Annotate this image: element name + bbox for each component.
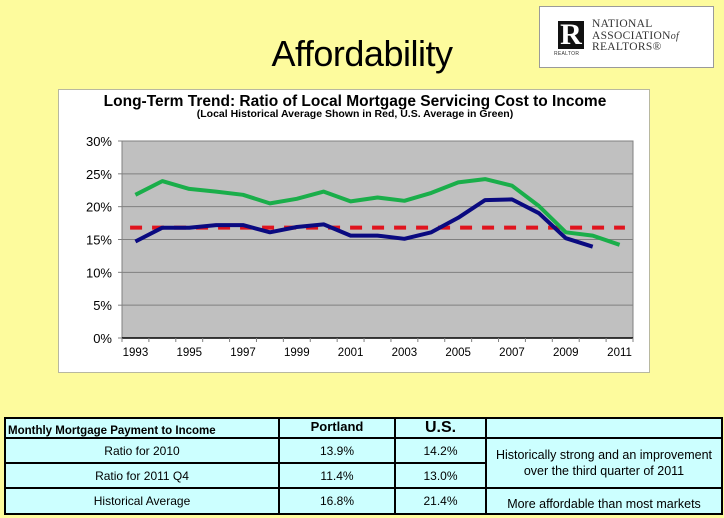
affordability-table: Monthly Mortgage Payment to Income Portl… — [4, 417, 723, 515]
y-tick-label: 25% — [86, 167, 112, 182]
y-tick-label: 20% — [86, 200, 112, 215]
y-tick-label: 30% — [86, 134, 112, 149]
row-label: Ratio for 2011 Q4 — [4, 462, 280, 489]
nar-logo: R REALTOR NATIONAL ASSOCIATIONof REALTOR… — [539, 6, 714, 68]
gridlines — [122, 140, 633, 306]
slide-title: Affordability — [271, 33, 453, 74]
series — [130, 177, 625, 249]
x-tick-label: 2009 — [553, 347, 579, 359]
x-tick-label: 1997 — [230, 347, 256, 359]
row-portland-value: 16.8% — [278, 487, 396, 515]
chart-title: Long-Term Trend: Ratio of Local Mortgage… — [103, 93, 607, 110]
header-portland: Portland — [278, 417, 396, 439]
table-row: Ratio for 2011 Q4 11.4% 13.0% — [4, 462, 722, 489]
series-line-us-average — [134, 177, 621, 247]
logo-line-2-suffix: of — [670, 30, 680, 42]
row-label: Ratio for 2010 — [4, 437, 280, 464]
table-row: Historical Average 16.8% 21.4% More affo… — [4, 487, 723, 515]
row-us-value: 13.0% — [394, 462, 487, 489]
x-tick-label: 2001 — [338, 347, 364, 359]
y-tick-label: 0% — [93, 331, 112, 346]
header-notes — [485, 417, 723, 439]
line-chart: 0% 5% 10% 15% 20% 25% 30% 1993 1995 1997 1999 2001 2… — [86, 134, 634, 359]
y-tick-label: 10% — [86, 265, 112, 280]
row-label: Historical Average — [4, 487, 280, 515]
row-us-value: 21.4% — [394, 487, 487, 515]
row-note: Historically strong and an improvement o… — [485, 437, 723, 489]
realtor-r-icon: R — [558, 18, 584, 51]
row-portland-value: 13.9% — [278, 437, 396, 464]
x-tick-label: 2007 — [499, 347, 525, 359]
logo-line-1: NATIONAL — [592, 18, 653, 30]
logo-text: NATIONAL ASSOCIATIONof REALTORS® — [592, 18, 680, 54]
x-tick-label: 1995 — [176, 347, 202, 359]
table-row: Ratio for 2010 13.9% 14.2% Historically … — [4, 437, 723, 489]
x-tick-label: 1999 — [284, 347, 310, 359]
chart-subtitle: (Local Historical Average Shown in Red, … — [196, 108, 514, 120]
y-tick-label: 15% — [86, 233, 112, 248]
realtor-r-glyph: R — [560, 18, 582, 51]
realtor-mark-label: REALTOR — [554, 51, 580, 57]
header-metric: Monthly Mortgage Payment to Income — [4, 417, 280, 439]
logo-line-2-main: ASSOCIATION — [592, 29, 671, 42]
series-line-portland — [134, 197, 594, 249]
logo-line-2: ASSOCIATIONof — [592, 29, 680, 43]
header-us: U.S. — [394, 417, 487, 439]
x-tick-label: 2011 — [607, 347, 632, 359]
table-header-row: Monthly Mortgage Payment to Income Portl… — [4, 417, 723, 439]
chart-container: Long-Term Trend: Ratio of Local Mortgage… — [58, 89, 650, 373]
row-us-value: 14.2% — [394, 437, 487, 464]
x-tick-label: 2005 — [445, 347, 471, 359]
x-tick-label: 1993 — [123, 347, 149, 359]
logo-line-3: REALTORS® — [592, 41, 662, 53]
row-note: More affordable than most markets — [485, 487, 723, 515]
y-tick-label: 5% — [93, 298, 112, 313]
x-tick-label: 2003 — [392, 347, 418, 359]
axes: 0% 5% 10% 15% 20% 25% 30% 1993 1995 1997 1999 2001 2… — [86, 134, 634, 359]
row-portland-value: 11.4% — [278, 462, 396, 489]
